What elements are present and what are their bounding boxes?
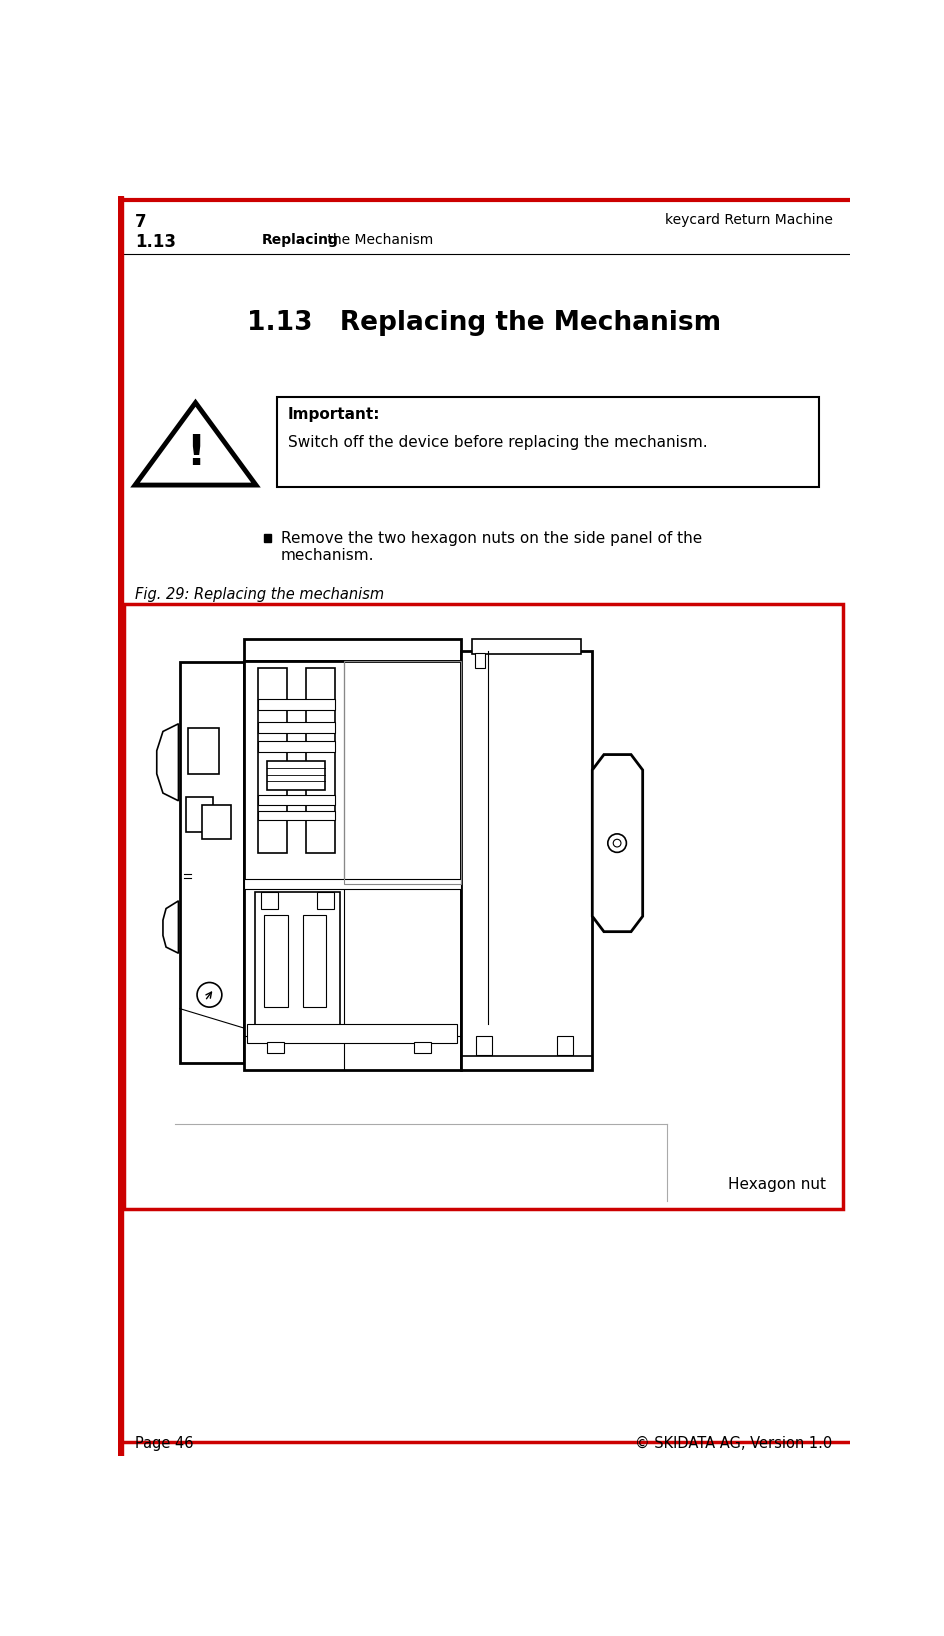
- Bar: [557, 1036, 573, 1055]
- Text: Page 46: Page 46: [135, 1436, 194, 1451]
- Polygon shape: [135, 402, 256, 484]
- Bar: [267, 1042, 284, 1054]
- Bar: [461, 651, 592, 1070]
- Text: the Mechanism: the Mechanism: [324, 234, 433, 247]
- Bar: [180, 663, 244, 1062]
- Text: Switch off the device before replacing the mechanism.: Switch off the device before replacing t…: [288, 435, 707, 450]
- Bar: [125, 604, 843, 1209]
- Bar: [258, 795, 335, 805]
- Text: Hexagon nut: Hexagon nut: [729, 1176, 826, 1193]
- Bar: [258, 699, 335, 710]
- Bar: [476, 1036, 492, 1055]
- Bar: [186, 797, 213, 831]
- Bar: [472, 640, 581, 654]
- Text: !: !: [186, 432, 205, 473]
- Bar: [255, 892, 341, 1026]
- Bar: [317, 892, 334, 908]
- Bar: [414, 1042, 431, 1054]
- Bar: [475, 653, 485, 669]
- Text: 1.13   Replacing the Mechanism: 1.13 Replacing the Mechanism: [246, 311, 721, 337]
- Bar: [303, 915, 327, 1008]
- Bar: [202, 805, 231, 839]
- Bar: [258, 741, 335, 753]
- Bar: [306, 669, 335, 852]
- Polygon shape: [157, 723, 178, 800]
- Bar: [345, 661, 461, 883]
- Bar: [188, 728, 219, 774]
- Bar: [118, 196, 123, 1456]
- Bar: [263, 535, 272, 542]
- Bar: [264, 915, 288, 1008]
- Text: Remove the two hexagon nuts on the side panel of the: Remove the two hexagon nuts on the side …: [280, 532, 702, 546]
- Bar: [258, 811, 335, 820]
- Text: 1.13: 1.13: [135, 234, 176, 252]
- Text: Important:: Important:: [288, 407, 380, 422]
- Bar: [261, 892, 278, 908]
- Bar: [258, 721, 335, 733]
- Bar: [267, 761, 325, 790]
- Text: Fig. 29: Replacing the mechanism: Fig. 29: Replacing the mechanism: [135, 587, 384, 602]
- Bar: [277, 396, 819, 488]
- Text: keycard Return Machine: keycard Return Machine: [665, 213, 833, 227]
- Text: 7: 7: [135, 213, 146, 231]
- Polygon shape: [592, 754, 643, 931]
- Bar: [258, 669, 287, 852]
- Bar: [244, 661, 461, 1070]
- Bar: [244, 640, 461, 661]
- Bar: [244, 879, 461, 888]
- Bar: [247, 1024, 457, 1044]
- Polygon shape: [163, 901, 178, 954]
- Text: mechanism.: mechanism.: [280, 548, 374, 563]
- Text: Replacing: Replacing: [261, 234, 338, 247]
- Text: © SKIDATA AG, Version 1.0: © SKIDATA AG, Version 1.0: [635, 1436, 833, 1451]
